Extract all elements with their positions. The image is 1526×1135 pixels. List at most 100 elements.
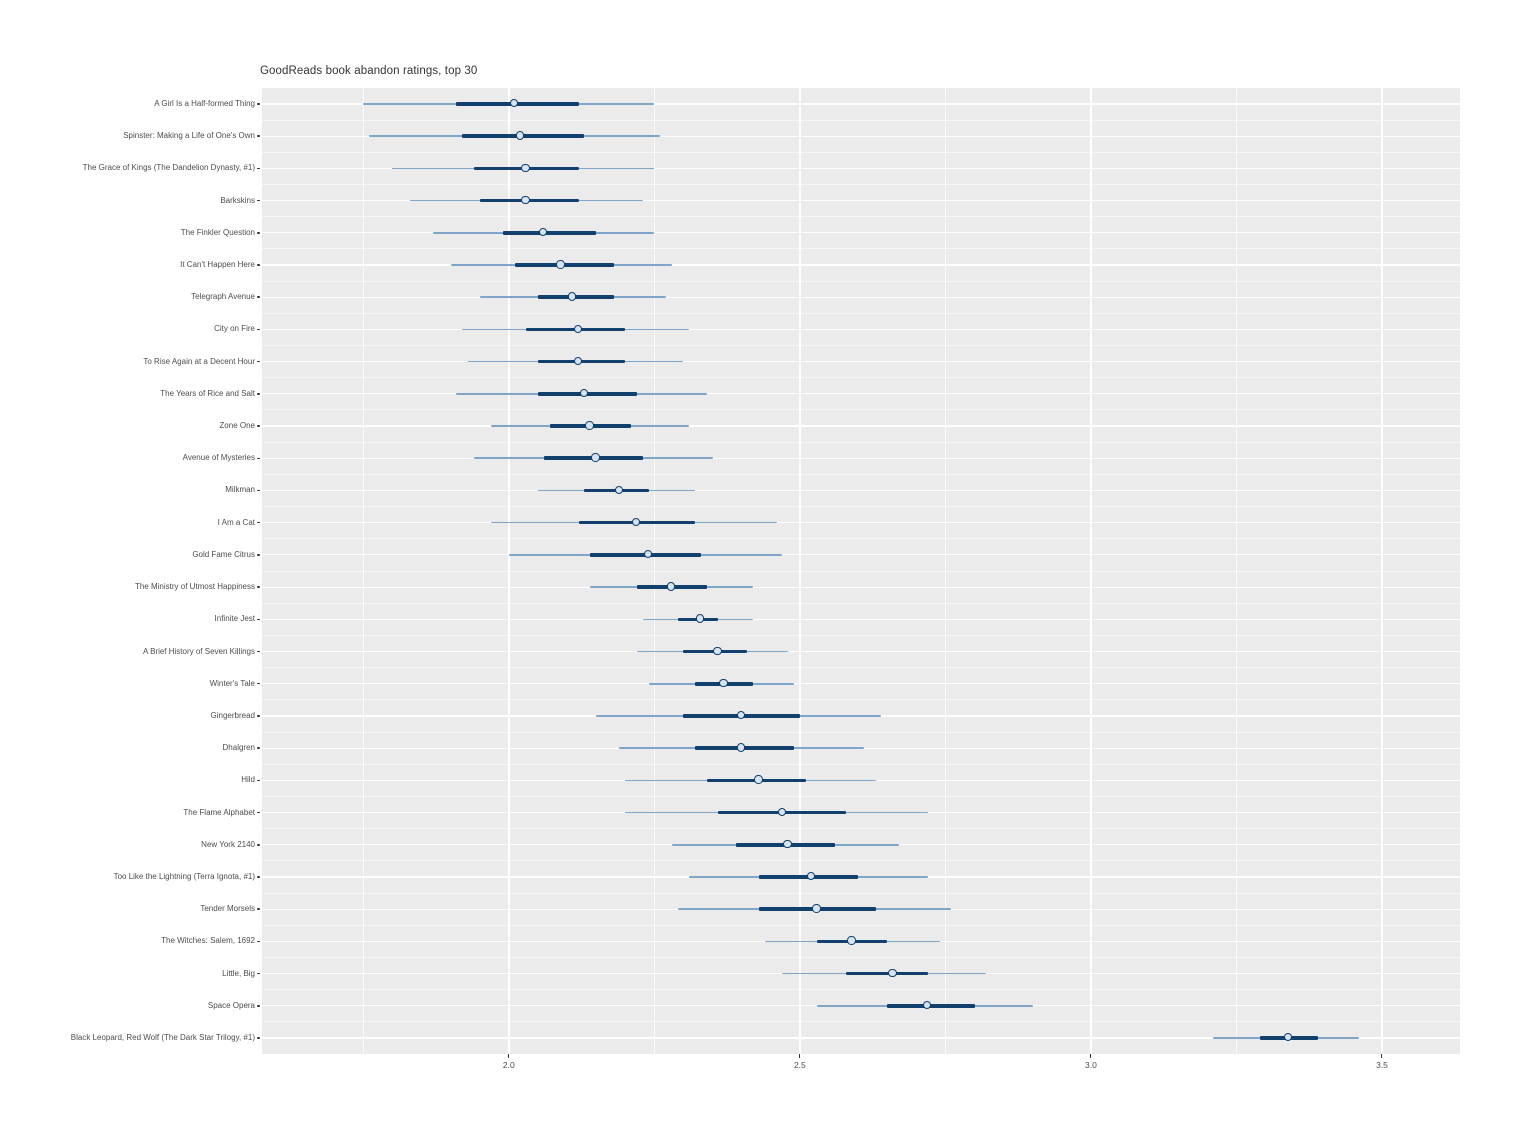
median-point (783, 839, 792, 849)
plot-panel (262, 88, 1460, 1054)
median-point (696, 614, 705, 623)
gridline-y-minor (262, 699, 1460, 701)
y-axis-tick (257, 554, 260, 556)
gridline-y-minor (262, 473, 1460, 475)
y-axis-label: Gold Fame Citrus (192, 549, 255, 559)
y-axis-tick (257, 618, 260, 621)
gridline-y-minor (262, 216, 1460, 218)
y-axis-tick (257, 425, 260, 427)
gridline-y-minor (262, 602, 1460, 604)
gridline-y-major (262, 683, 1460, 685)
median-point (579, 388, 588, 398)
gridline-y-major (262, 554, 1460, 556)
y-axis-label: Dhalgren (222, 743, 255, 753)
median-point (573, 356, 583, 366)
y-axis-tick (257, 682, 260, 685)
y-axis-label: The Grace of Kings (The Dandelion Dynast… (82, 163, 255, 173)
median-point (515, 131, 524, 140)
median-point (538, 227, 548, 237)
gridline-y-major (262, 586, 1460, 588)
y-axis-tick (257, 844, 260, 846)
y-axis-label: Avenue of Mysteries (182, 453, 255, 463)
inner-interval-bar (502, 231, 597, 235)
x-tick-label: 3.0 (1085, 1060, 1097, 1070)
gridline-y-major (262, 264, 1460, 266)
y-axis-label: Infinite Jest (214, 614, 255, 624)
median-point (573, 324, 583, 333)
gridline-y-major (262, 650, 1460, 653)
median-point (509, 99, 519, 108)
median-point (719, 678, 728, 688)
gridline-y-minor (262, 731, 1460, 733)
gridline-y-minor (262, 892, 1460, 894)
y-axis-tick (257, 586, 260, 588)
gridline-y-minor (262, 828, 1460, 830)
gridline-y-minor (262, 1021, 1460, 1023)
y-axis-label: Little, Big (222, 968, 255, 978)
gridline-y-minor (262, 248, 1460, 250)
y-axis-label: Tender Morsels (200, 904, 255, 914)
y-axis-label: Winter's Tale (209, 678, 255, 688)
y-axis-tick (257, 521, 260, 524)
gridline-y-minor (262, 956, 1460, 958)
median-point (847, 936, 856, 945)
gridline-y-minor (262, 634, 1460, 636)
gridline-y-minor (262, 860, 1460, 862)
y-axis-label: City on Fire (214, 324, 255, 334)
median-point (736, 711, 746, 720)
y-axis-tick (257, 940, 260, 943)
median-point (888, 968, 897, 978)
gridline-y-major (262, 1037, 1460, 1039)
gridline-y-minor (262, 441, 1460, 443)
median-point (806, 872, 815, 881)
median-point (591, 453, 600, 462)
y-axis-label: Zone One (219, 421, 255, 431)
gridline-y-minor (262, 409, 1460, 411)
chart-title: GoodReads book abandon ratings, top 30 (260, 65, 478, 77)
x-axis-tick (1381, 1054, 1383, 1058)
y-axis-label: Hild (241, 775, 255, 785)
gridline-y-minor (262, 667, 1460, 669)
gridline-y-minor (262, 345, 1460, 347)
gridline-y-minor (262, 989, 1460, 991)
y-axis-tick (257, 360, 260, 363)
y-axis-tick (257, 135, 260, 137)
y-axis-label: The Flame Alphabet (183, 807, 255, 817)
y-axis-tick (257, 103, 260, 105)
x-axis-tick (508, 1054, 510, 1058)
gridline-y-major (262, 457, 1460, 459)
y-axis-tick (257, 264, 260, 266)
y-axis-tick (257, 747, 260, 749)
median-point (736, 743, 746, 752)
median-point (754, 775, 763, 784)
y-axis-tick (257, 811, 260, 814)
y-axis-label: To Rise Again at a Decent Hour (143, 356, 255, 366)
median-point (777, 807, 786, 817)
median-point (812, 904, 821, 913)
gridline-y-minor (262, 538, 1460, 540)
y-axis-tick (257, 489, 260, 492)
x-tick-label: 2.5 (793, 1060, 806, 1070)
y-axis-label: Telegraph Avenue (191, 292, 255, 302)
y-axis-label: Barkskins (220, 195, 255, 205)
gridline-y-minor (262, 184, 1460, 186)
y-axis-tick (257, 876, 260, 878)
median-point (1283, 1033, 1293, 1042)
y-axis-tick (257, 1005, 260, 1007)
y-axis-tick (257, 715, 260, 717)
y-axis-label: Spinster: Making a Life of One's Own (123, 131, 255, 141)
y-axis-tick (257, 199, 260, 202)
y-axis-label: The Ministry of Utmost Happiness (134, 582, 255, 592)
median-point (666, 582, 676, 591)
gridline-y-minor (262, 570, 1460, 572)
median-point (585, 421, 594, 430)
gridline-y-major (262, 393, 1460, 395)
gridline-y-major (262, 103, 1460, 105)
gridline-y-major (262, 296, 1460, 298)
y-axis-tick (257, 908, 260, 910)
gridline-y-major (262, 489, 1460, 492)
y-axis-tick (257, 328, 260, 331)
y-axis-label: Milkman (225, 485, 255, 495)
median-point (556, 260, 565, 269)
y-axis-tick (257, 972, 260, 975)
